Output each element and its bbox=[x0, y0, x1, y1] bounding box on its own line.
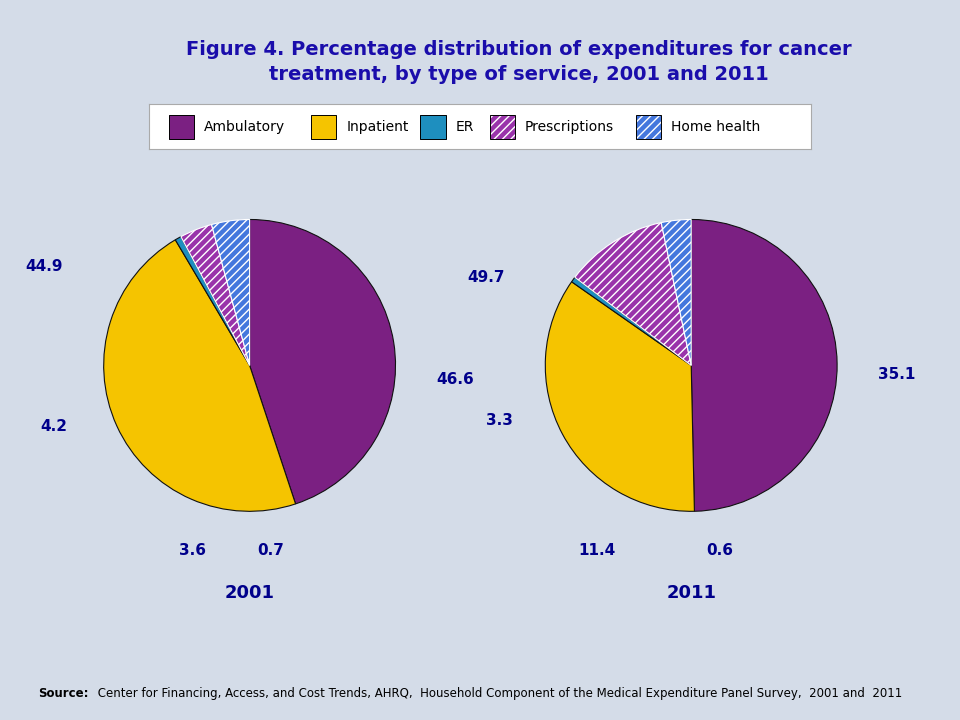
Wedge shape bbox=[545, 282, 694, 511]
Text: 44.9: 44.9 bbox=[25, 258, 62, 274]
Bar bbox=[490, 115, 516, 139]
Wedge shape bbox=[250, 220, 396, 504]
Bar bbox=[420, 115, 445, 139]
Text: 3.6: 3.6 bbox=[179, 544, 205, 559]
Text: 0.7: 0.7 bbox=[257, 544, 284, 559]
Bar bbox=[311, 115, 336, 139]
Wedge shape bbox=[211, 220, 250, 365]
Text: Prescriptions: Prescriptions bbox=[525, 120, 614, 134]
Text: Ambulatory: Ambulatory bbox=[204, 120, 285, 134]
Bar bbox=[490, 115, 516, 139]
Text: 49.7: 49.7 bbox=[467, 270, 504, 285]
Text: Figure 4. Percentage distribution of expenditures for cancer
treatment, by type : Figure 4. Percentage distribution of exp… bbox=[185, 40, 852, 84]
Wedge shape bbox=[180, 225, 250, 365]
Wedge shape bbox=[661, 220, 691, 365]
Wedge shape bbox=[691, 220, 837, 511]
Text: 2011: 2011 bbox=[666, 585, 716, 602]
Text: 0.6: 0.6 bbox=[706, 544, 732, 559]
Text: Inpatient: Inpatient bbox=[347, 120, 409, 134]
Text: 4.2: 4.2 bbox=[40, 419, 67, 434]
Text: Home health: Home health bbox=[671, 120, 760, 134]
Text: 11.4: 11.4 bbox=[578, 544, 615, 559]
Text: 35.1: 35.1 bbox=[878, 366, 915, 382]
Bar bbox=[311, 115, 336, 139]
Wedge shape bbox=[571, 277, 691, 365]
Text: ER: ER bbox=[455, 120, 474, 134]
Wedge shape bbox=[104, 240, 296, 511]
Bar bbox=[636, 115, 660, 139]
Wedge shape bbox=[176, 237, 250, 365]
Text: Center for Financing, Access, and Cost Trends, AHRQ,  Household Component of the: Center for Financing, Access, and Cost T… bbox=[94, 687, 902, 700]
Text: 3.3: 3.3 bbox=[487, 413, 514, 428]
Bar bbox=[420, 115, 445, 139]
Bar bbox=[169, 115, 194, 139]
Wedge shape bbox=[575, 222, 691, 365]
Bar bbox=[636, 115, 660, 139]
Text: 46.6: 46.6 bbox=[437, 372, 474, 387]
Text: 2001: 2001 bbox=[225, 585, 275, 602]
Bar bbox=[169, 115, 194, 139]
Text: Source:: Source: bbox=[38, 687, 89, 700]
